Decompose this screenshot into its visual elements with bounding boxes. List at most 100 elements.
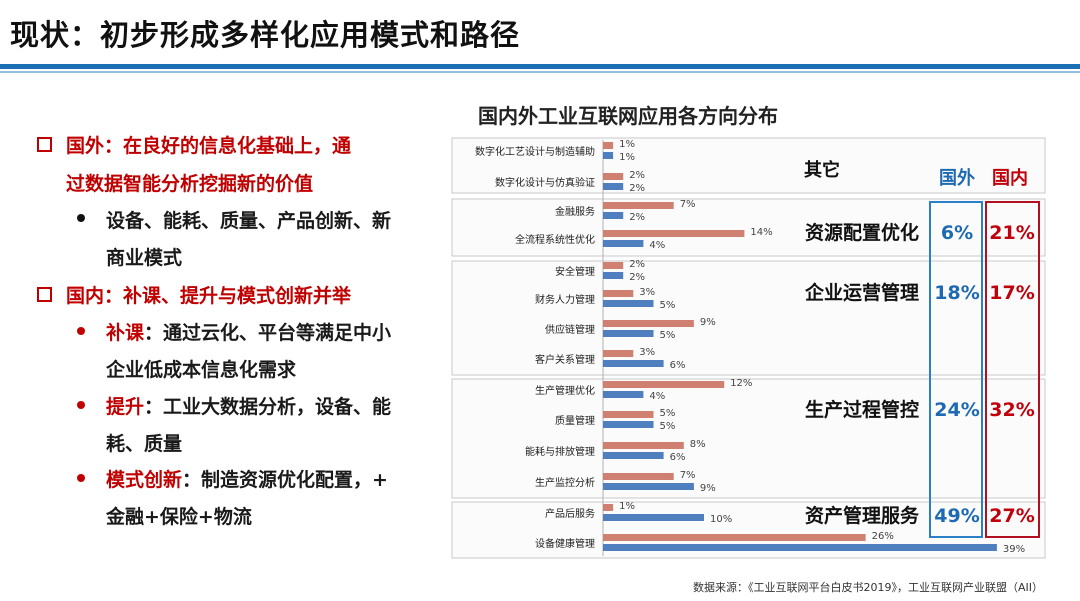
bar-abroad [603,391,644,398]
data-label-abroad: 9% [700,483,716,494]
domestic-bullet-3-line2: 金融+保险+物流 [106,506,252,528]
group-name: 生产过程管控 [805,398,919,421]
data-label-domestic: 12% [730,378,752,389]
data-label-abroad: 4% [649,240,665,251]
data-label-domestic: 9% [700,317,716,328]
domestic-column-box [985,201,1040,538]
data-label-domestic: 1% [619,139,635,150]
bullet-key: 补课 [106,322,145,344]
header-abroad: 国外 [939,167,975,189]
bar-domestic [603,173,624,180]
bar-abroad [603,514,704,521]
group-panel [451,260,1046,376]
data-label-abroad: 5% [660,421,676,432]
group-share-abroad: 24% [934,399,979,421]
data-label-abroad: 2% [629,183,645,194]
data-label-domestic: 7% [680,199,696,210]
bar-domestic [603,290,634,297]
bar-domestic [603,230,745,237]
abroad-bullet-line2: 商业模式 [106,247,183,269]
category-label: 数字化工艺设计与制造辅助 [475,145,595,158]
data-label-domestic: 2% [629,170,645,181]
data-label-abroad: 2% [629,272,645,283]
data-label-abroad: 10% [710,514,732,525]
data-label-domestic: 26% [872,531,894,542]
data-label-domestic: 2% [629,259,645,270]
category-label: 金融服务 [555,205,595,218]
data-label-abroad: 6% [670,360,686,371]
abroad-heading-line1: 国外：在良好的信息化基础上，通 [66,135,352,157]
data-label-domestic: 8% [690,439,706,450]
chart-title: 国内外工业互联网应用各方向分布 [478,104,778,128]
bar-domestic [603,320,694,327]
bullet-key: 模式创新 [106,469,183,491]
title-rule [0,64,1080,69]
domestic-bullet-1: 补课：通过云化、平台等满足中小 [106,318,391,345]
domestic-bullet-1-line2: 企业低成本信息化需求 [106,359,297,381]
bar-domestic [603,534,866,541]
group-name: 资产管理服务 [805,504,920,527]
bar-abroad [603,483,694,490]
header-domestic: 国内 [992,167,1028,189]
bar-domestic [603,262,624,269]
category-label: 生产监控分析 [535,476,595,489]
bar-abroad [603,212,624,219]
abroad-bullet-line1: 设备、能耗、质量、产品创新、新 [106,210,392,232]
bar-abroad [603,240,644,247]
category-label: 生产管理优化 [535,384,595,397]
category-label: 供应链管理 [545,323,595,336]
title-rule-light [0,71,1080,73]
bullet-text: ：制造资源优化配置，+ [182,469,388,491]
category-label: 安全管理 [555,265,595,278]
dot-bullet-icon [77,401,85,409]
data-label-abroad: 39% [1003,544,1025,555]
category-label: 能耗与排放管理 [525,445,595,458]
dot-bullet-icon [77,474,85,482]
group-panel [451,198,1046,257]
data-label-abroad: 4% [649,391,665,402]
bar-domestic [603,442,684,449]
group-share-domestic: 32% [989,399,1034,421]
domestic-heading: 国内：补课、提升与模式创新并举 [66,285,352,307]
data-label-domestic: 3% [639,287,655,298]
data-label-domestic: 1% [619,501,635,512]
bar-domestic [603,202,674,209]
header-other: 其它 [804,159,840,181]
data-label-domestic: 7% [680,470,696,481]
dot-bullet-icon [77,327,85,335]
group-share-abroad: 6% [941,222,973,244]
bar-abroad [603,452,664,459]
bullet-key: 提升 [106,396,145,418]
group-name: 企业运营管理 [804,281,919,304]
bar-abroad [603,360,664,367]
group-share-domestic: 17% [989,282,1034,304]
bar-domestic [603,411,654,418]
group-share-abroad: 49% [934,505,979,527]
dot-bullet-icon [77,214,85,222]
category-label: 质量管理 [555,414,595,427]
abroad-heading-line2: 过数据智能分析挖掘新的价值 [66,173,314,195]
bullet-text: ：通过云化、平台等满足中小 [144,322,392,344]
category-label: 设备健康管理 [535,537,595,550]
abroad-column-box [929,201,983,538]
bar-domestic [603,142,614,149]
square-bullet-icon [37,137,52,152]
bullet-text: ：工业大数据分析，设备、能 [144,396,392,418]
bar-abroad [603,330,654,337]
data-label-domestic: 14% [750,227,772,238]
category-label: 产品后服务 [545,507,595,520]
bar-abroad [603,152,614,159]
group-panel [451,137,1046,194]
bar-abroad [603,300,654,307]
data-label-domestic: 3% [639,347,655,358]
square-bullet-icon [37,287,52,302]
slide-title: 现状：初步形成多样化应用模式和路径 [10,18,521,52]
bar-domestic [603,381,725,388]
category-label: 财务人力管理 [535,293,595,306]
data-label-abroad: 5% [660,300,676,311]
category-label: 全流程系统性优化 [515,233,595,246]
bar-abroad [603,183,624,190]
data-label-abroad: 2% [629,212,645,223]
domestic-bullet-3: 模式创新：制造资源优化配置，+ [106,465,388,492]
